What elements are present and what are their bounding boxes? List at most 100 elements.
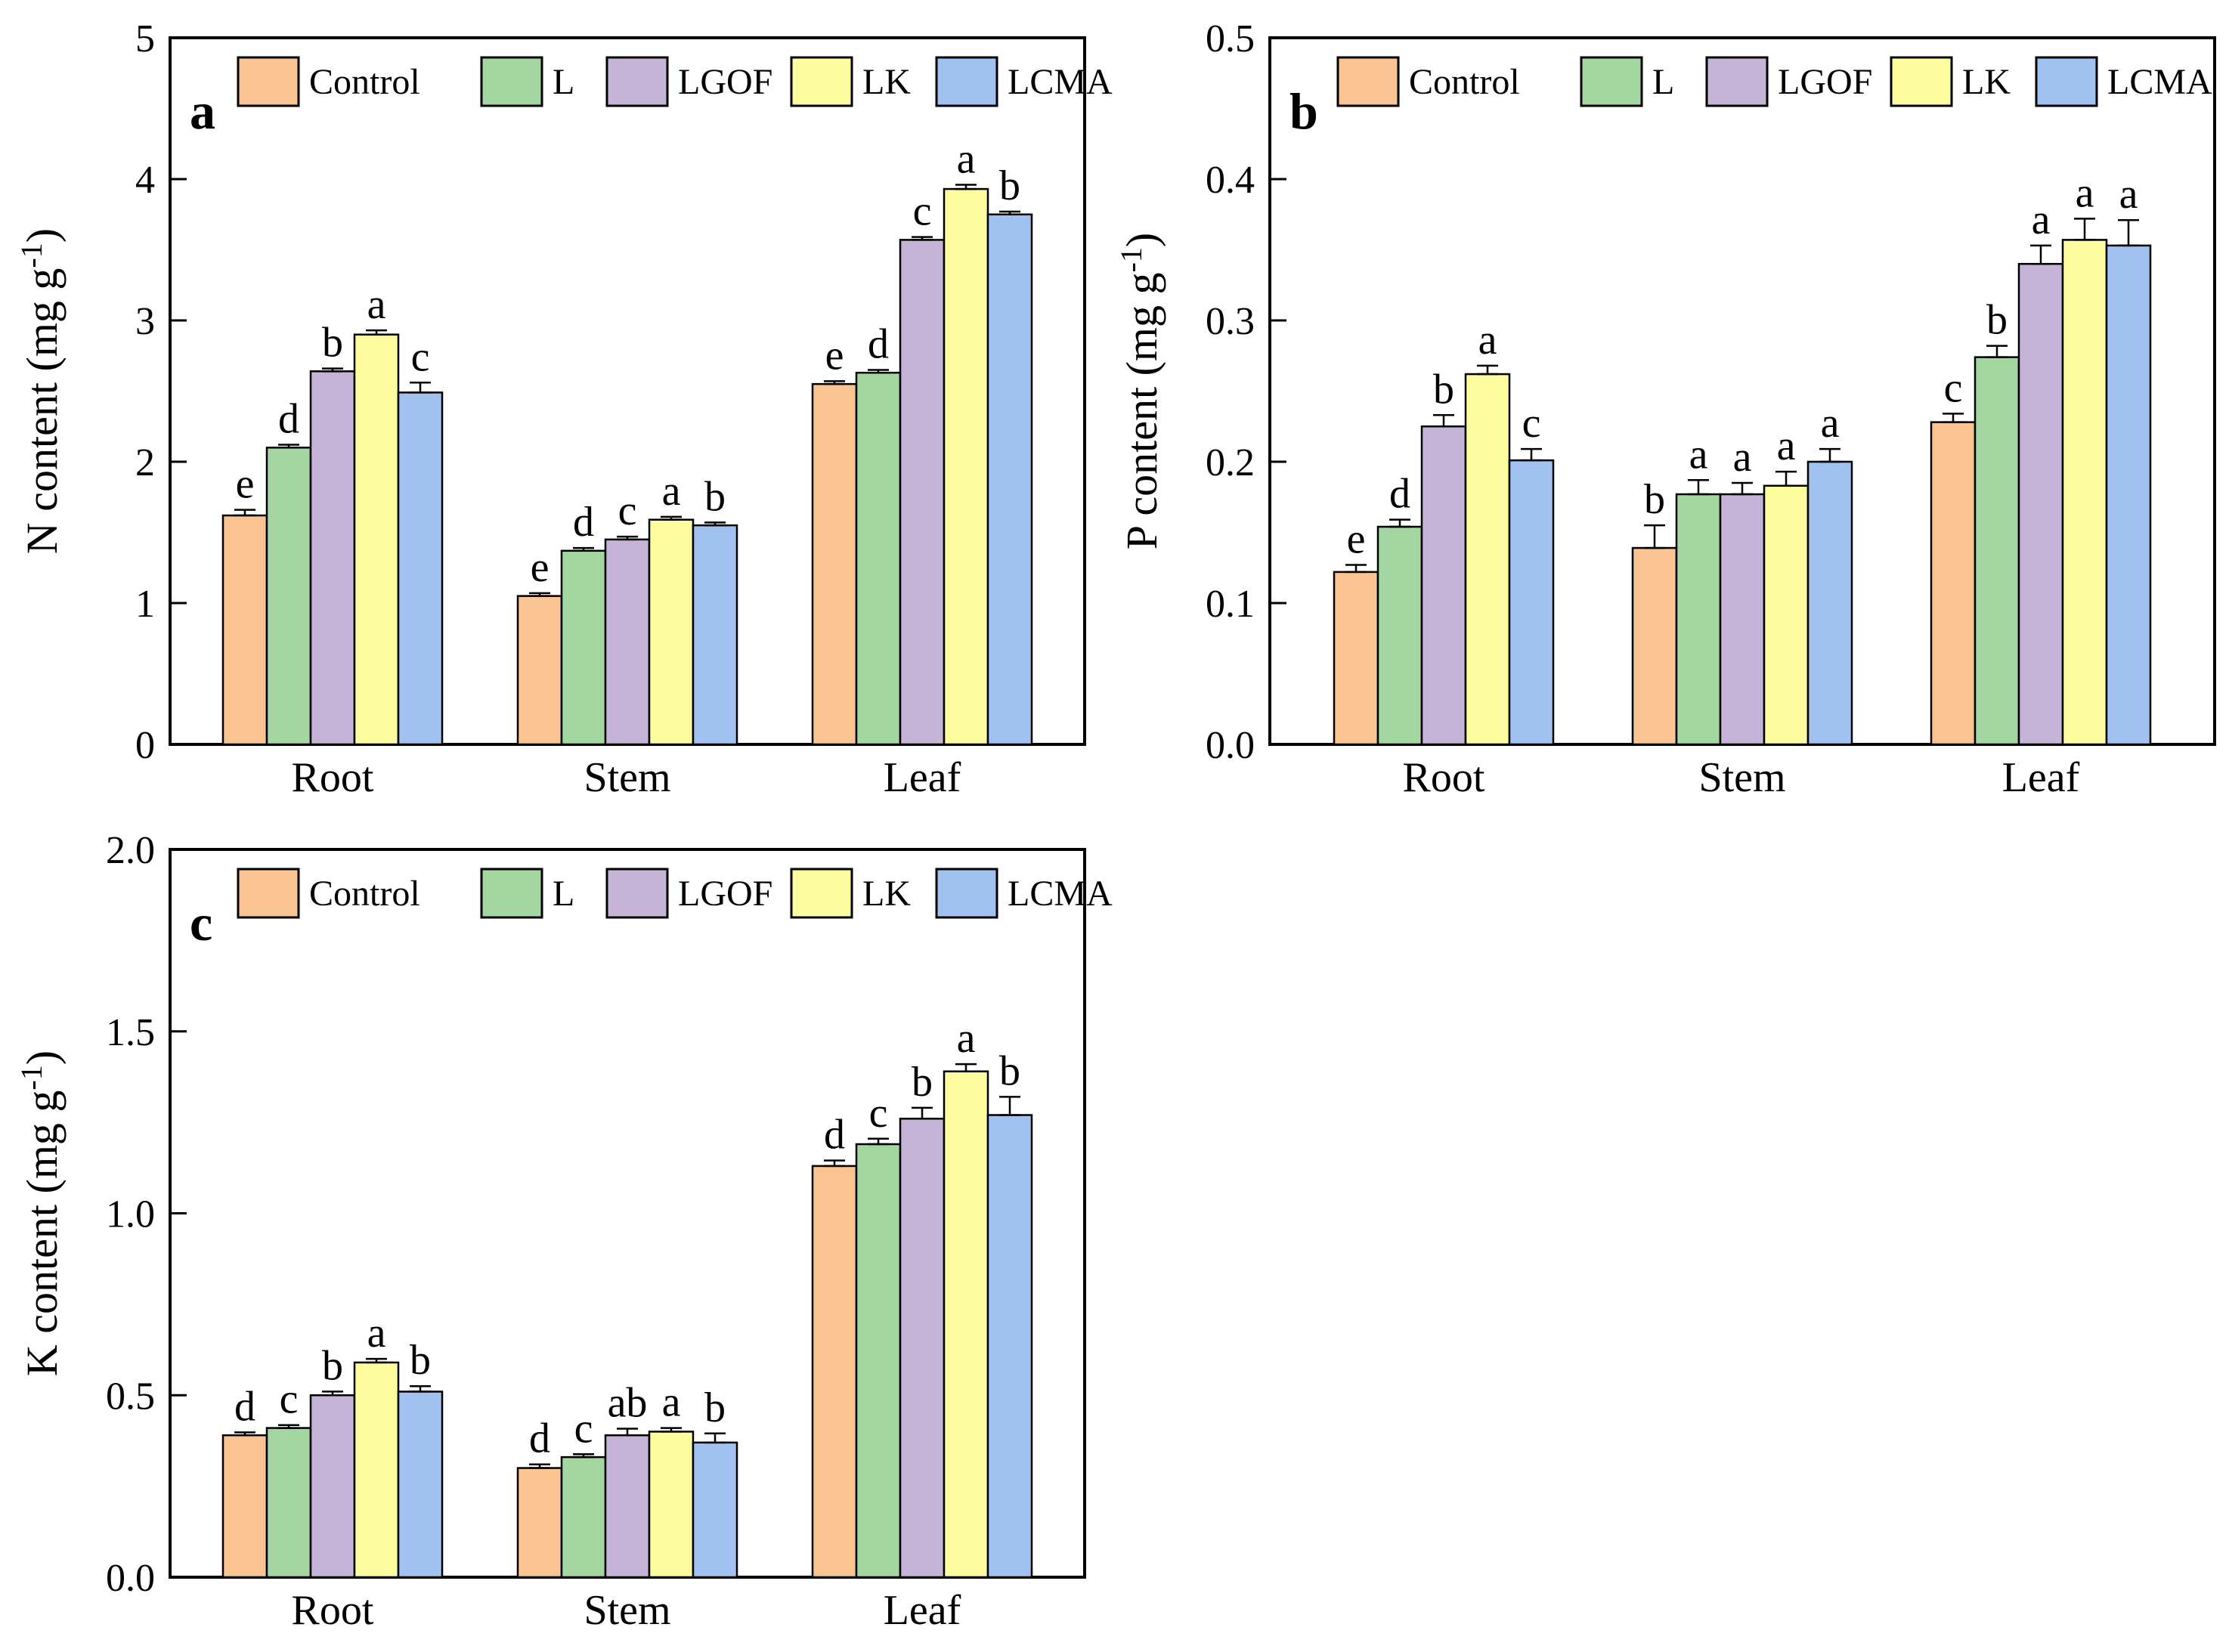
bar-c-Leaf-LCMA [986,1114,1033,1579]
bar-b-Root-LCMA [1508,459,1555,746]
x-category-label-Root: Root [1403,754,1485,801]
sig-letter: c [280,1376,299,1423]
error-bar [573,1453,594,1459]
sig-letter: c [574,1405,593,1452]
error-bar [1433,414,1454,428]
legend-swatch-LGOF [1705,56,1769,107]
legend-label-LGOF: LGOF [1778,62,1872,102]
sig-letter: a [957,135,976,182]
panel-label: c [190,894,212,951]
legend-swatch-LCMA [935,56,998,107]
bar-a-Root-LGOF [309,370,356,746]
bar-c-Root-LCMA [397,1391,444,1579]
y-tick-label: 4 [135,159,155,202]
y-tick-label: 0.2 [1206,441,1255,484]
sig-letter: a [1689,431,1708,478]
error-bar [529,592,550,597]
sig-letter: b [704,473,726,520]
sig-letter: a [957,1015,976,1062]
sig-letter: a [367,281,386,328]
error-bar [955,184,977,190]
y-tick-label: 0.0 [106,1557,155,1600]
error-bar [1688,479,1709,496]
bar-b-Stem-L [1675,493,1722,746]
bar-b-Leaf-L [1974,356,2020,746]
sig-letter: a [2119,171,2138,218]
error-bar [1389,518,1410,528]
error-bar [955,1063,977,1072]
sig-letter: a [2076,169,2094,216]
sig-letter: b [999,162,1020,209]
sig-letter: a [1821,400,1840,447]
bar-a-Root-Control [221,514,268,746]
error-bar [366,1357,387,1364]
legend-label-LCMA: LCMA [2107,62,2212,102]
sig-letter: a [662,468,681,515]
legend-swatch-LCMA [935,868,998,919]
sig-letter: e [236,461,255,508]
legend-label-L: L [553,62,574,102]
x-category-label-Leaf: Leaf [2002,754,2080,801]
bar-a-Stem-LGOF [604,538,651,746]
sig-letter: d [234,1383,255,1430]
y-tick-label: 2 [135,441,155,484]
y-axis-label: N content (mg g-1) [14,228,67,554]
sig-letter: a [1777,422,1796,469]
error-bar [661,1427,682,1433]
error-bar [234,509,255,517]
y-tick-label: 2.0 [106,829,155,872]
y-tick-label: 3 [135,300,155,343]
sig-letter: c [1944,364,1963,411]
error-bar [824,380,845,385]
y-tick-label: 0.4 [1206,159,1255,202]
legend-label-Control: Control [309,874,420,914]
panel-label: a [190,82,215,140]
bar-a-Root-L [265,447,312,746]
bar-c-Leaf-Control [811,1165,858,1579]
legend-swatch-LGOF [605,56,669,107]
x-category-label-Stem: Stem [584,1587,670,1634]
sig-letter: b [322,320,343,367]
bar-c-Leaf-L [855,1143,902,1579]
legend-label-Control: Control [309,62,420,102]
bar-a-Root-LK [353,333,400,746]
legend-swatch-LK [1890,56,1953,107]
bar-a-Root-LCMA [397,391,444,746]
bar-b-Root-L [1376,525,1423,746]
bar-c-Root-Control [221,1434,268,1579]
bar-a-Stem-Control [516,595,563,746]
error-bar [278,1424,299,1429]
x-category-label-Stem: Stem [584,754,670,801]
sig-letter: b [999,1047,1020,1094]
sig-letter: d [278,396,299,443]
error-bar [617,535,638,541]
sig-letter: e [825,332,844,379]
bar-a-Leaf-LGOF [899,239,946,746]
bar-b-Stem-LGOF [1719,493,1766,746]
bar-b-Root-LGOF [1420,425,1467,746]
y-tick-label: 0.3 [1206,300,1255,343]
x-category-label-Leaf: Leaf [884,754,961,801]
bar-b-Root-LK [1464,373,1511,746]
error-bar [617,1428,638,1437]
bar-a-Stem-LK [648,518,695,746]
error-bar [2118,218,2139,247]
legend-label-LCMA: LCMA [1008,62,1113,102]
legend-label-LGOF: LGOF [678,62,772,102]
sig-letter: b [1644,476,1665,523]
error-bar [868,1137,889,1146]
bar-b-Root-Control [1333,571,1379,746]
error-bar [2030,244,2051,265]
error-bar [1644,524,1665,549]
legend-label-Control: Control [1409,62,1520,102]
legend-swatch-L [480,868,543,919]
bar-b-Leaf-LCMA [2105,244,2152,746]
sig-letter: b [912,1059,933,1106]
sig-letter: c [411,333,430,380]
bar-b-Leaf-Control [1930,421,1977,746]
error-bar [366,329,387,336]
y-tick-label: 0.5 [106,1375,155,1418]
panel-label: b [1289,82,1318,140]
error-bar [278,444,299,449]
legend-swatch-Control [237,56,300,107]
